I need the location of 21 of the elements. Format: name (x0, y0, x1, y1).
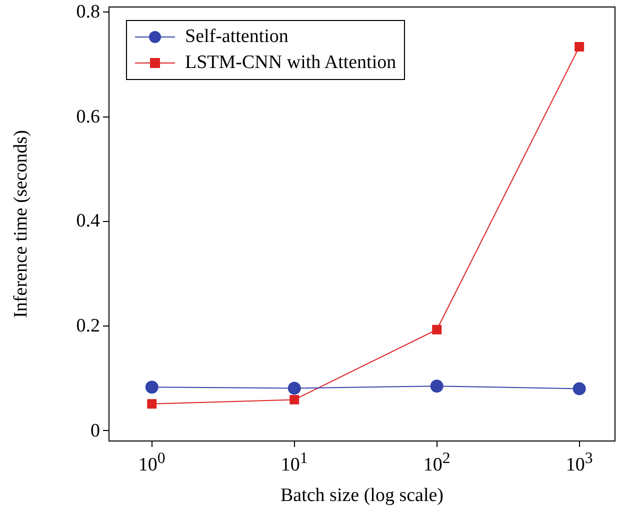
point (288, 382, 301, 395)
point (290, 394, 300, 404)
x-tick-label: 10$^{0}$ (138, 450, 166, 476)
point (572, 382, 586, 396)
point (574, 42, 584, 52)
x-tick-label: 10$^{2}$ (423, 450, 450, 476)
point (145, 380, 158, 394)
y-tick-label: 0.8 (76, 2, 100, 23)
x-axis-title: Batch size (log scale) (280, 485, 444, 506)
point (432, 324, 442, 334)
point (430, 380, 444, 393)
x-tick-label: 10$^{3}$ (566, 450, 593, 476)
y-tick-label: 0 (90, 420, 100, 442)
y-axis-title: Inference time (seconds) (10, 130, 32, 318)
point (147, 399, 157, 409)
legend-label: Self-attention (185, 26, 288, 48)
y-tick-label: 0.6 (76, 106, 100, 128)
y-tick-label: 0.4 (76, 210, 100, 232)
y-tick-label: 0.2 (76, 315, 100, 336)
legend-label: LSTM-CNN with Attention (185, 52, 396, 74)
x-tick-label: 10$^{1}$ (280, 450, 308, 476)
